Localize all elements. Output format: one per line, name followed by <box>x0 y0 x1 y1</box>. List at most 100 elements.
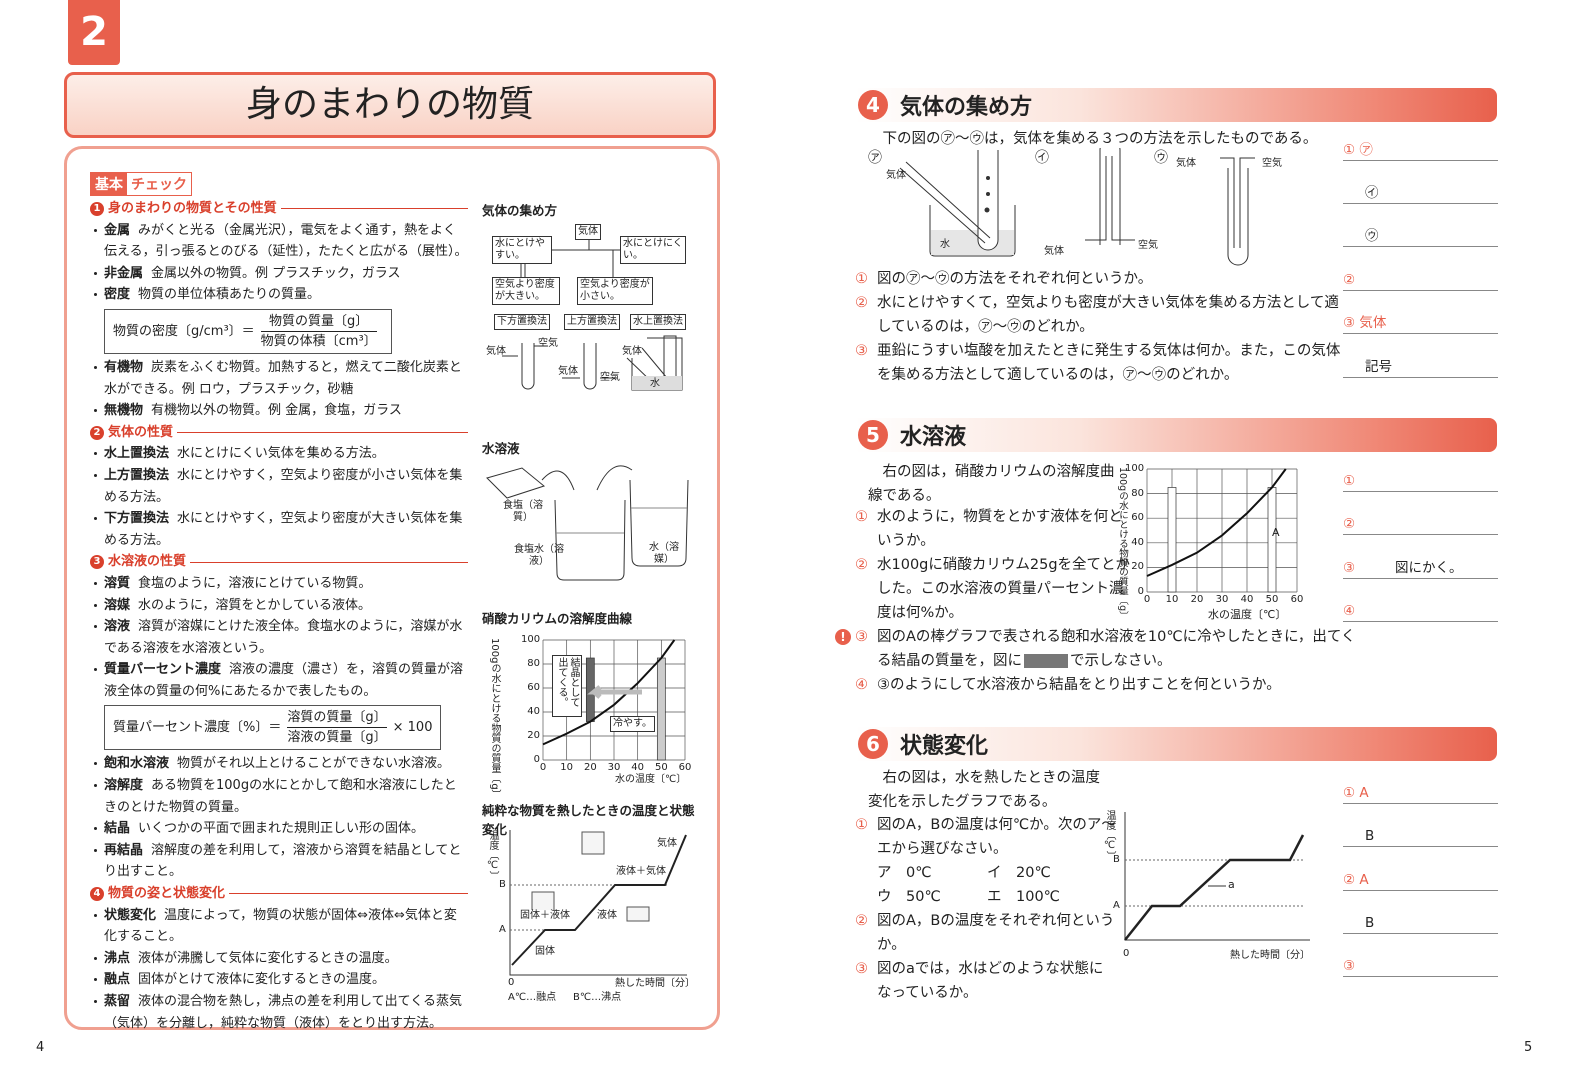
definition: 溶液の濃度（濃さ）を，溶質の質量が溶液全体の質量の何%にあたるかで表したもの。 <box>104 662 464 699</box>
section-title: 気体の性質 <box>108 424 174 440</box>
water <box>632 376 682 390</box>
option: ア 0℃ <box>877 865 932 881</box>
term-item: 溶質 食塩のように，溶液にとけている物質。 <box>90 573 468 595</box>
x-tick-label: 60 <box>678 762 692 773</box>
question-title: 気体の集め方 <box>900 95 1033 120</box>
x-tick-label: 30 <box>1215 594 1229 605</box>
answer-label: ② A <box>1343 872 1369 888</box>
term-item: 再結晶 溶解度の差を利用して，溶液から溶質を結晶としてとり出すこと。 <box>90 840 468 883</box>
section-heading: 3 水溶液の性質 <box>90 551 468 573</box>
term-item: 溶媒 水のように，溶質をとかしている液体。 <box>90 595 468 617</box>
heading-rule <box>229 893 468 895</box>
definition: 物質の単位体積あたりの質量。 <box>138 287 321 303</box>
diagram-label: 気体 <box>622 346 642 357</box>
y-tick-label: 0 <box>1137 586 1144 597</box>
definition: 炭素をふくむ物質。加熱すると，燃えて二酸化炭素と水ができる。例 ロウ，プラスチッ… <box>104 359 462 397</box>
term-item: 状態変化 温度によって，物質の状態が固体⇔液体⇔気体と変化すること。 <box>90 905 468 948</box>
x-tick-label: 20 <box>583 762 597 773</box>
figure-title: 気体の集め方 <box>482 203 558 218</box>
x-axis-label: 熱した時間〔分〕 <box>1230 950 1310 961</box>
answer-line: ① ㋐ <box>1343 140 1498 161</box>
answer-label: ① A <box>1343 785 1369 801</box>
item-text: 図のA，Bの温度をそれぞれ何というか。 <box>877 913 1115 953</box>
q6-drawing <box>1124 812 1310 941</box>
option: エ 100℃ <box>987 889 1060 905</box>
diagram-label: 気体 <box>1044 246 1064 257</box>
y-tick-label: 40 <box>1131 536 1144 548</box>
definition: ある物質を100gの水にとかして飽和水溶液にしたときのとけた物質の質量。 <box>104 778 457 815</box>
diagram-label: 液体＋気体 <box>616 866 666 878</box>
term-item: 無機物 有機物以外の物質。例 金属，食塩，ガラス <box>90 400 468 422</box>
gas-figure: 気体の集め方 気体 水にとけやすい。 水にとけにくい。 空気より密度が大きい。 … <box>482 200 704 395</box>
answer-line: ③ 図にかく。 <box>1343 558 1498 579</box>
question-item: ① 図の㋐〜㋒の方法をそれぞれ何というか。 <box>855 267 1347 291</box>
arrow <box>587 685 642 699</box>
figure-title: 硝酸カリウムの溶解度曲線 <box>482 611 633 626</box>
term-item: 飽和水溶液 物質がそれ以上とけることができない水溶液。 <box>90 753 468 775</box>
item-text: 図のA，Bの温度は何℃か。次のア〜エから選びなさい。 <box>877 817 1116 857</box>
section-title: 身のまわりの物質とその性質 <box>108 201 277 216</box>
question-number: 6 <box>858 729 888 759</box>
term: 溶質 <box>104 575 131 591</box>
item-number: ④ <box>855 677 868 693</box>
definition: 液体が沸騰して気体に変化するときの温度。 <box>138 950 398 966</box>
formula: 質量パーセント濃度〔%〕＝ 溶質の質量〔g〕 溶液の質量〔g〕 × 100 <box>104 705 442 751</box>
diagram-label: 液体 <box>597 910 617 922</box>
term: 下方置換法 <box>104 511 170 527</box>
y-axis-label: 温度〔℃〕 <box>1104 810 1115 861</box>
x-tick-label: 40 <box>1240 594 1254 605</box>
x-tick-label: 10 <box>560 762 574 773</box>
options: ア 0℃ イ 20℃ ウ 50℃ エ 100℃ <box>855 861 1117 909</box>
figure-title: 純粋な物質を熱したときの温度と状態変化 <box>482 803 695 837</box>
axis-label: B <box>1113 854 1120 865</box>
x-tick-label: 0 <box>1143 594 1151 605</box>
bar <box>1167 487 1177 593</box>
term: 有機物 <box>104 359 144 375</box>
term-item: 水上置換法 水にとけにくい気体を集める方法。 <box>90 443 468 465</box>
item-text: で示しなさい。 <box>1070 653 1172 669</box>
answer-line: ② A <box>1343 870 1498 891</box>
item-text: 水100gに硝酸カリウム25gを全てとかした。この水溶液の質量パーセント濃度は何… <box>877 557 1131 621</box>
definition: 水にとけやすく，空気より密度が大きい気体を集める方法。 <box>104 511 463 548</box>
section-title: 物質の姿と状態変化 <box>108 886 226 902</box>
content-frame <box>64 146 720 1030</box>
item-text: 図のAの棒グラフで表される飽和水溶液を10℃に冷やしたときに，出てくる結晶の質量… <box>877 629 1356 669</box>
definition: 食塩のように，溶液にとけている物質。 <box>138 575 372 591</box>
question-header: 4 気体の集め方 <box>855 88 1497 122</box>
answer-line: ③ 気体 <box>1343 313 1498 334</box>
term-item: 非金属 金属以外の物質。例 プラスチック，ガラス <box>90 263 468 285</box>
diagram-label: 気体 <box>486 346 506 357</box>
alert-mark: ! <box>835 629 851 645</box>
answer-note: 図にかく。 <box>1395 560 1463 576</box>
definition: 溶解度の差を利用して，溶液から溶質を結晶としてとり出すこと。 <box>104 842 462 880</box>
answer-line: ㋒ <box>1343 226 1498 247</box>
y-tick-label: 100 <box>1125 463 1145 474</box>
figure-title: 水溶液 <box>482 441 520 456</box>
chart-svg <box>1146 468 1298 593</box>
question-item: ④ ③のようにして水溶液から結晶をとり出すことを何というか。 <box>855 673 1357 697</box>
fraction: 物質の質量〔g〕 物質の体積〔cm³〕 <box>260 312 377 351</box>
question-number: 4 <box>858 90 888 120</box>
diagram-label: 空気 <box>1262 158 1282 169</box>
question-item: ② 水100gに硝酸カリウム25gを全てとかした。この水溶液の質量パーセント濃度は… <box>855 553 1132 625</box>
answer-line: ① A <box>1343 783 1498 804</box>
term: 蒸留 <box>104 994 131 1009</box>
answer-label: ② <box>1343 272 1356 288</box>
definition: 溶質が溶媒にとけた液全体。食塩水のように，溶媒が水である溶液を水溶液という。 <box>104 619 463 656</box>
state-chart: 温度〔℃〕 B A 0 気体 液体＋気体 固体＋液体 液体 固体 熱した時間〔分… <box>482 822 704 1010</box>
diagram-label: 水 <box>650 378 660 389</box>
x-axis-label: 水の温度〔℃〕 <box>1208 608 1287 621</box>
item-text: 亜鉛にうすい塩酸を加えたときに発生する気体は何か。また，この気体を集める方法とし… <box>877 343 1341 383</box>
bar <box>656 657 666 761</box>
definition: 固体がとけて液体に変化するときの温度。 <box>138 972 386 988</box>
section-number: 1 <box>90 201 104 216</box>
diagram-label: 気体 <box>575 224 601 240</box>
y-tick-label: 60 <box>527 682 540 693</box>
definition: 水にとけやすく，空気より密度が小さい気体を集める方法。 <box>104 467 463 505</box>
figure-mark: ㋒ <box>1154 150 1168 166</box>
heading-rule <box>190 561 468 563</box>
answer-label: 記号 <box>1365 359 1392 375</box>
formula-lhs: 物質の密度〔g/cm³〕＝ <box>113 323 255 339</box>
y-tick-label: 40 <box>527 706 540 717</box>
